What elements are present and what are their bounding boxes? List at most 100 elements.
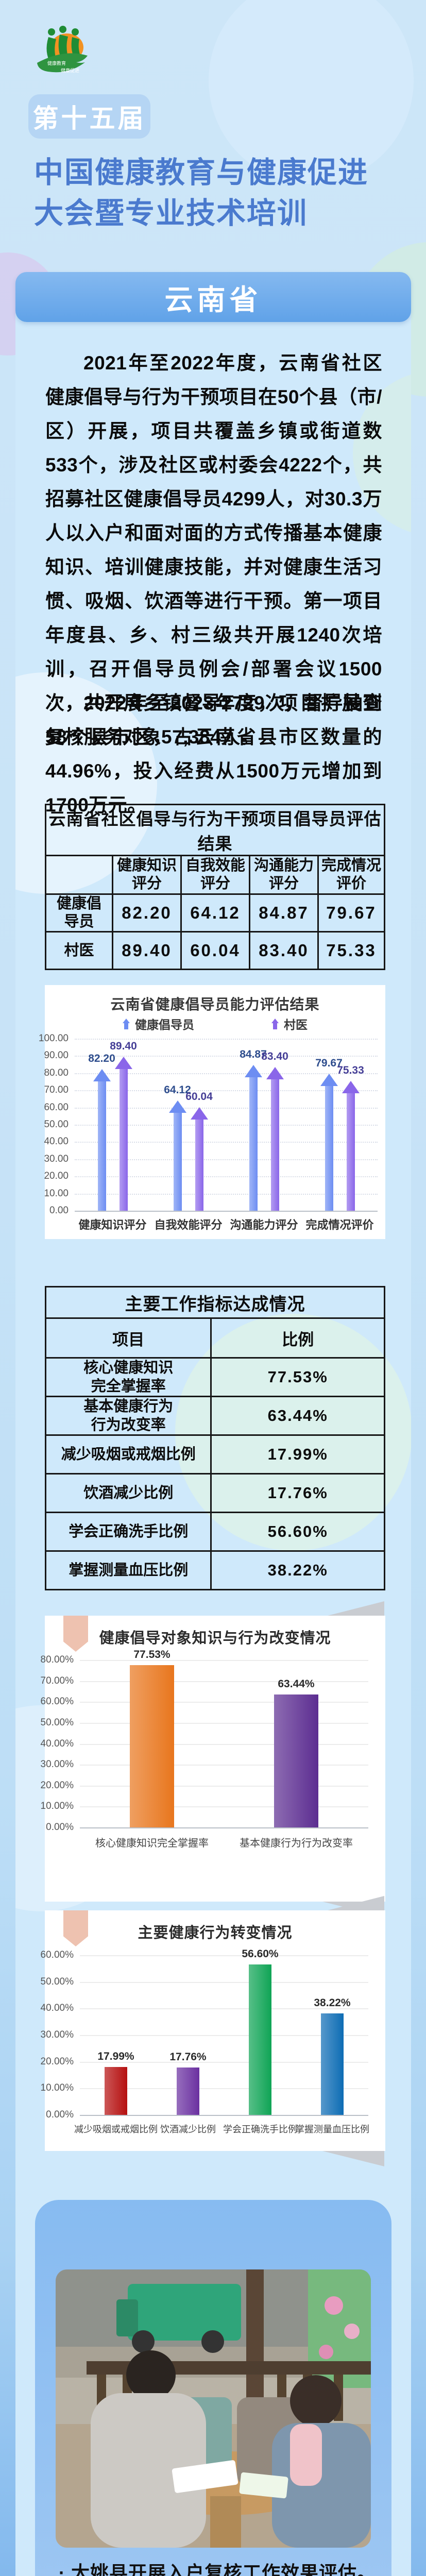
legend-item: 村医 [271, 1015, 308, 1032]
legend-item: 健康倡导员 [123, 1015, 194, 1032]
table-row: 减少吸烟或戒烟比例 17.99% [44, 1434, 385, 1475]
arrow-head [342, 1081, 360, 1094]
chart1-legend: 健康倡导员 村医 [45, 1015, 385, 1032]
page-curl-top [328, 1601, 384, 1616]
arrow-shaft [97, 1081, 106, 1211]
arrow-head [114, 1057, 132, 1070]
gridline [75, 1193, 378, 1195]
arrow-bar [342, 1081, 360, 1211]
arrow-head [168, 1100, 186, 1113]
cell-value: 77.53% [210, 1357, 385, 1397]
arrow-shaft-icon [124, 1023, 128, 1029]
y-axis-label: 20.00% [40, 1780, 74, 1791]
arrow-head-icon [271, 1018, 279, 1023]
logo-text-1: 健康教育 [47, 60, 66, 66]
cell-value: 84.87 [249, 893, 319, 933]
y-axis-label: 50.00% [40, 1717, 74, 1728]
bar [321, 2013, 344, 2115]
table-title: 云南省社区倡导与行为干预项目倡导员评估结果 [45, 804, 385, 856]
gridline [80, 1981, 368, 1983]
gridline [80, 1660, 368, 1661]
y-axis-label: 10.00 [44, 1188, 69, 1199]
data-label: 38.22% [314, 1996, 351, 2009]
province-banner: 云南省 [15, 272, 411, 322]
row-label: 村医 [45, 931, 113, 970]
gridline [80, 2115, 368, 2116]
arrow-head [190, 1107, 208, 1120]
legend-label: 健康倡导员 [135, 1018, 194, 1031]
arrow-bar [114, 1057, 132, 1211]
legend-arrow-icon [123, 1018, 130, 1029]
data-label: 17.76% [169, 2051, 207, 2063]
table-row: 学会正确洗手比例 56.60% [44, 1512, 385, 1552]
x-axis-label: 完成情况评价 [305, 1218, 374, 1231]
row-label: 掌握测量血压比例 [44, 1550, 212, 1590]
chart2-title: 健康倡导对象知识与行为改变情况 [99, 1630, 331, 1647]
cell-value: 17.76% [210, 1473, 385, 1513]
x-axis-label: 掌握测量血压比例 [295, 2124, 369, 2134]
gridline [80, 1785, 368, 1787]
chart3-plot: 0.00% 10.00% 20.00% 30.00% 40.00% 50.00% 60.00… [41, 1948, 369, 2134]
cell-value: 60.04 [180, 931, 250, 970]
y-axis-label: 10.00% [40, 2082, 74, 2094]
y-axis-label: 30.00% [40, 2029, 74, 2040]
cell-value: 56.60% [210, 1512, 385, 1552]
column-header: 自我效能评分 [180, 855, 250, 895]
gridline [80, 1681, 368, 1682]
cell-value: 79.67 [317, 893, 385, 933]
arrow-shaft [195, 1120, 203, 1211]
cell-value: 63.44% [210, 1396, 385, 1436]
cell-value: 64.12 [180, 893, 250, 933]
table-title: 主要工作指标达成情况 [45, 1286, 385, 1319]
row-label: 饮酒减少比例 [44, 1473, 212, 1513]
legend-label: 村医 [284, 1018, 308, 1031]
cell-value: 89.40 [112, 931, 182, 970]
row-label: 减少吸烟或戒烟比例 [44, 1434, 212, 1475]
gridline [75, 1159, 378, 1160]
gridline [80, 2008, 368, 2010]
content-panel: 2021年至2022年度，云南省社区健康倡导与行为干预项目在50个县（市/区）开… [15, 289, 411, 2576]
health-education-logo: 健康教育 健康促进 [37, 26, 88, 73]
bar [177, 2067, 199, 2115]
x-axis-label: 基本健康行为行为改变率 [240, 1838, 353, 1849]
gridline [75, 1176, 378, 1178]
arrow-bar [93, 1069, 111, 1211]
bar [274, 1694, 318, 1827]
row-label: 核心健康知识 完全掌握率 [44, 1357, 212, 1397]
y-axis-label: 50.00% [40, 1976, 74, 1987]
column-header: 沟通能力评分 [249, 855, 319, 895]
arrow-head [244, 1064, 262, 1077]
page-title: 中国健康教育与健康促进 大会暨专业技术培训 [34, 152, 405, 234]
y-axis-label: 60.00% [40, 1950, 74, 1960]
gridline [75, 1056, 378, 1057]
bar [130, 1665, 174, 1827]
row-label: 基本健康行为 行为改变率 [44, 1396, 212, 1436]
session-badge: 第十五届 [28, 94, 150, 139]
knowledge-behavior-chart-card: 健康倡导对象知识与行为改变情况 0.00% 10.00% 20.00% 30.00% 4… [41, 1601, 385, 1917]
y-axis-label: 0.00 [49, 1205, 69, 1216]
arrow-shaft-icon [273, 1023, 277, 1029]
photo-caption-1: · 大姚县开展入户复核工作效果评估。 [59, 2562, 376, 2576]
data-label: 75.33 [337, 1064, 364, 1077]
decor-circle-top [209, 0, 414, 184]
page-curl-top [328, 1896, 384, 1910]
gridline [80, 1765, 368, 1766]
data-label: 56.60% [242, 1947, 279, 1960]
legend-arrow-icon [271, 1018, 279, 1029]
cell-value: 17.99% [210, 1434, 385, 1475]
cell-value: 83.40 [249, 931, 319, 970]
arrow-shaft [346, 1093, 355, 1211]
gridline [75, 1073, 378, 1074]
table-row: 饮酒减少比例 17.76% [44, 1473, 385, 1513]
page-title-line2: 大会暨专业技术培训 [34, 197, 308, 230]
chart1-title: 云南省健康倡导员能力评估结果 [110, 996, 320, 1012]
page-title-line1: 中国健康教育与健康促进 [34, 156, 368, 189]
paragraph-1: 2021年至2022年度，云南省社区健康倡导与行为干预项目在50个县（市/区）开… [45, 352, 382, 748]
y-axis-label: 70.00% [40, 1675, 74, 1686]
chart2-plot: 0.00% 10.00% 20.00% 30.00% 40.00% 50.00% 60.00… [41, 1649, 368, 1849]
y-axis-label: 40.00% [40, 1738, 74, 1749]
photo-household-review [56, 2269, 371, 2548]
y-axis-label: 30.00% [40, 1759, 74, 1770]
arrow-shaft [173, 1112, 182, 1211]
y-axis-label: 90.00 [44, 1050, 69, 1061]
